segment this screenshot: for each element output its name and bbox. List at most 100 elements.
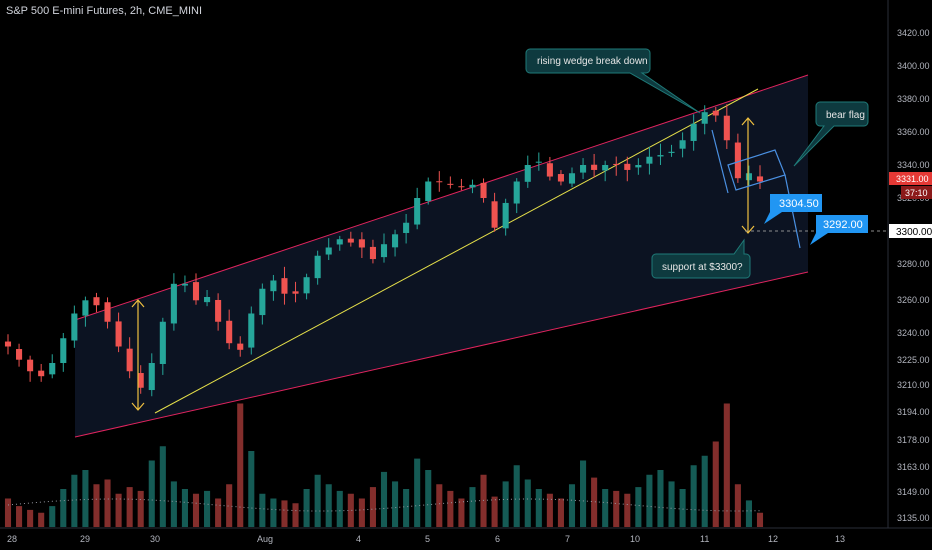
candle-body [226,320,233,344]
time-tick-label: 11 [700,534,709,544]
channel-upper-line [74,74,809,321]
volume-bar [535,489,542,527]
candle-body [314,255,321,279]
time-tick-label: 4 [356,534,361,544]
volume-bar [270,498,277,527]
candle-body [491,201,498,228]
callout-wedge[interactable]: rising wedge break down [525,48,701,114]
candle-body [60,338,67,364]
volume-bar [170,481,177,527]
measure-arrow-right [741,117,755,234]
level-3300-tag: 3300.00 [889,224,932,238]
candle-body [657,155,664,157]
volume-bar [369,487,376,527]
candle-body [358,239,365,248]
candlesticks [4,104,764,397]
volume-bar [469,487,476,527]
price-tick-label: 3400.00 [897,61,930,71]
candle-body [723,115,730,141]
volume-bar [568,484,576,527]
volume-bar [646,474,653,527]
volume-ma-line [7,498,761,512]
candle-body [270,280,277,292]
candle-body [347,238,354,243]
volume-bar [60,489,67,527]
candle-body [237,343,244,350]
volume-bar [524,479,531,527]
last-price-tag: 3331.00 37:10 [889,172,932,199]
volume-bars [4,403,764,527]
volume-bar [16,506,23,527]
volume-bar [148,460,155,527]
target-tag-1[interactable]: 3304.50 [764,194,822,224]
volume-bar [745,500,752,527]
volume-bar [425,470,432,527]
candle-body [159,321,166,364]
volume-bar [546,493,553,527]
volume-bar [380,471,388,527]
target-tag-2-text: 3292.00 [823,219,863,231]
time-tick-label: 12 [768,534,778,544]
volume-bar [204,490,211,527]
price-tick-label: 3260.00 [897,295,930,305]
price-tick-label: 3225.00 [897,355,930,365]
price-axis[interactable]: 3420.003400.003380.003360.003340.003320.… [887,0,930,528]
measure-arrow-left [131,299,145,411]
price-tick-label: 3194.00 [897,407,930,417]
candle-body [259,288,266,316]
volume-bar [4,498,12,527]
target-tag-2[interactable]: 3292.00 [810,215,868,245]
time-tick-label: 7 [565,534,570,544]
candle-body [557,174,564,182]
candle-body [635,165,642,168]
time-axis[interactable]: 28 29 30 Aug 4 5 6 7 10 11 12 13 [0,527,932,544]
volume-bar [126,487,133,527]
candle-body [679,140,686,149]
volume-bar [557,498,564,527]
candle-body [403,222,410,233]
candle-body [480,182,487,198]
volume-bar [491,496,498,527]
candle-body [93,297,100,306]
time-tick-label: 6 [495,534,500,544]
candle-body [513,181,520,204]
volume-bar [624,493,631,527]
volume-bar [82,470,89,527]
candle-body [204,297,211,303]
callout-bear-flag[interactable]: bear flag [793,101,869,167]
candle-body [734,142,741,179]
candle-body [502,202,509,229]
volume-bar [668,481,675,527]
candle-body [71,313,78,341]
candle-body [447,183,454,185]
channel-lower-line [74,271,809,438]
volume-bar [734,484,741,527]
volume-bar [237,403,244,527]
volume-bar [580,460,587,527]
volume-bar [49,506,56,527]
candle-body [192,282,200,301]
candle-body [392,234,399,248]
volume-bar [701,455,708,527]
candle-body [668,151,675,153]
candle-body [281,278,288,294]
candle-body [712,110,719,116]
volume-bar [115,493,122,527]
volume-bar [723,403,730,527]
price-tick-label: 3360.00 [897,127,930,137]
candle-body [745,173,752,181]
volume-bar [403,489,410,527]
callout-support[interactable]: support at $3300? [651,238,751,279]
volume-bar [657,470,664,527]
volume-bar [27,509,34,527]
candle-body [181,283,188,286]
candle-body [591,164,598,170]
volume-bar [259,493,266,527]
candle-body [756,176,764,182]
volume-bar [458,498,465,527]
time-tick-label: 29 [80,534,90,544]
candle-body [380,244,388,258]
volume-bar [679,489,686,527]
candle-body [104,302,111,322]
